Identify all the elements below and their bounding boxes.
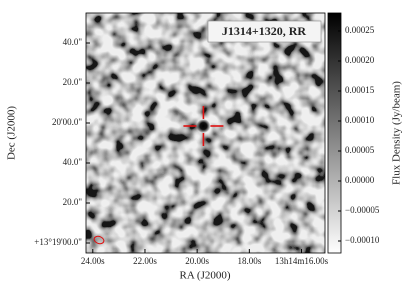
colorbar-tick-label: 0.00000 xyxy=(345,175,375,185)
x-tick-label: 20.00s xyxy=(185,256,209,266)
colorbar-tick-label: 0.00015 xyxy=(345,85,375,95)
colorbar-tick-label: 0.00020 xyxy=(345,55,375,65)
y-tick-label: 40.0" xyxy=(63,157,83,167)
y-tick-label: 40.0" xyxy=(63,37,83,47)
y-axis-label: Dec (J2000) xyxy=(6,106,18,160)
colorbar-label: Flux Density (Jy/beam) xyxy=(391,81,403,185)
colorbar-tick-label: 0.00010 xyxy=(345,115,375,125)
y-tick-label: +13°19'00.0" xyxy=(34,237,82,247)
colorbar-tick-label: −0.00010 xyxy=(345,235,380,245)
plot-frame xyxy=(85,12,326,254)
x-tick-label: 24.00s xyxy=(81,256,105,266)
colorbar-tick-label: 0.00005 xyxy=(345,145,375,155)
image xyxy=(86,13,325,253)
marker xyxy=(183,106,224,146)
y-tick-label: 20.0" xyxy=(63,77,83,87)
beam xyxy=(93,235,105,245)
source xyxy=(196,119,211,133)
chart-title: J1314+1320, RR xyxy=(222,24,307,38)
colorbar-tick-label: −0.00005 xyxy=(345,205,380,215)
title-box xyxy=(207,20,322,43)
y-tick-label: 20.0" xyxy=(63,197,83,207)
x-tick-label: 22.00s xyxy=(133,256,157,266)
colorbar-tick-label: 0.00025 xyxy=(345,25,375,35)
x-axis-label: RA (J2000) xyxy=(179,270,230,282)
colorbar xyxy=(327,12,342,254)
x-tick-label: 18.00s xyxy=(237,256,261,266)
y-tick-label: 20'00.0" xyxy=(52,117,82,127)
x-tick-label: 13h14m16.00s xyxy=(275,256,329,266)
